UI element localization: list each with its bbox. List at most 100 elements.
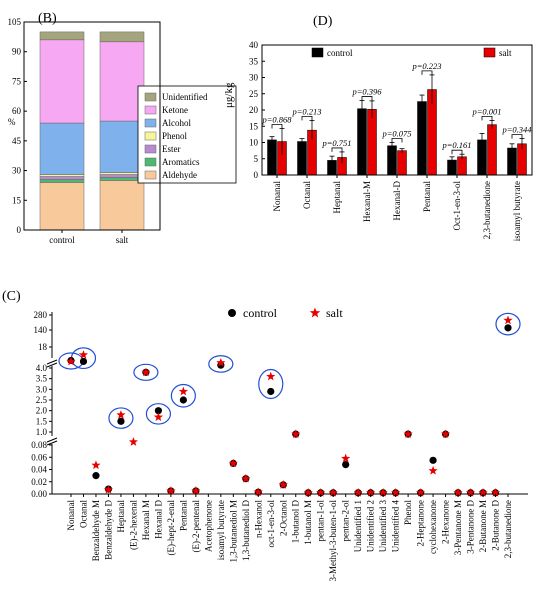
panel-c-y-tick-label: 0.08	[31, 440, 47, 450]
panel-c-axes	[46, 312, 528, 495]
panel-c-control-point	[504, 324, 512, 332]
panel-d-legend-label: salt	[499, 48, 512, 58]
panel-d-legend-swatch	[311, 47, 324, 58]
panel-c-salt-point	[503, 315, 513, 325]
panel-d-y-tick-label: 5	[254, 154, 259, 164]
panel-c-x-tick-label: 1-butanol M	[303, 500, 313, 545]
panel-c-x-tick-label: Hexanal M	[141, 500, 151, 540]
panel-b-legend-label: Unidentified	[162, 92, 208, 102]
panel-c-x-tick-label: (E)-hept-2-enal	[166, 500, 176, 556]
panel-c-salt-point	[316, 487, 326, 497]
panel-c-control-point	[267, 387, 275, 396]
panel-c-control-point	[429, 456, 437, 464]
panel-b-y-tick-label: 75	[12, 76, 22, 86]
panel-c-y-tick-label: 18	[38, 342, 48, 352]
panel-d-bar	[267, 139, 277, 176]
panel-c-x-tick-label: 3-Pentanone M	[453, 500, 463, 555]
panel-c-y-tick-label: 4.0	[36, 363, 48, 373]
panel-c-x-tick-label: oct-1-en-3-ol	[266, 500, 276, 548]
panel-c-x-tick-label: pentan-1-ol	[316, 500, 326, 542]
panel-c-x-tick-label: Unidentified 2	[366, 500, 376, 552]
panel-d-bar	[387, 145, 397, 176]
panel-d-legend-label: control	[327, 48, 353, 58]
panel-d-significance-bracket	[271, 124, 283, 129]
panel-c-highlight-ellipse	[258, 368, 284, 400]
panel-b-bar-segment	[39, 39, 85, 124]
panel-b-legend-label: Aldehyde	[162, 170, 197, 180]
panel-c-y-tick-label: 2.5	[36, 395, 48, 405]
panel-c-salt-point	[303, 487, 313, 497]
panel-c-salt-point	[366, 487, 376, 497]
panel-c-legend-control-marker	[228, 309, 236, 317]
panel-c-control-point	[117, 417, 125, 425]
panel-b-y-tick-label: 60	[12, 106, 22, 116]
panel-c-salt-point	[441, 429, 451, 439]
panel-c-x-tick-label: n-Hexanol	[253, 500, 263, 538]
panel-c-highlight-ellipse	[208, 355, 234, 373]
panel-c-highlight-ellipse	[145, 403, 171, 425]
panel-c-x-tick-label: (E)-2-hexenal	[128, 500, 138, 550]
panel-d-p-value: p=0.344	[501, 125, 532, 135]
panel-d-significance-bracket	[301, 116, 313, 121]
panel-b-bar-segment	[99, 177, 145, 181]
panel-c-x-tick-label: 2,3-butanedione	[503, 500, 513, 558]
panel-c-axis-break	[46, 440, 58, 446]
panel-c-highlight-ellipse	[133, 363, 159, 381]
panel-b-legend-swatch	[144, 144, 157, 154]
panel-b-bar-segment	[39, 176, 85, 180]
panel-c-x-tick-label: Unidentified 1	[353, 500, 363, 552]
panel-c-y-tick-label: 280	[34, 310, 48, 320]
panel-c-salt-point	[428, 465, 438, 475]
panel-c-highlight-ellipse	[495, 312, 521, 336]
panel-c-x-tick-label: 2-Butanone D	[491, 500, 501, 551]
panel-c-salt-point	[128, 437, 138, 446]
panel-b-legend-label: Alcohol	[162, 118, 191, 128]
panel-c-salt-point	[453, 487, 463, 497]
panel-c-y-tick-label: 140	[34, 325, 48, 335]
panel-c-y-tick-label: 0.06	[31, 452, 47, 462]
panel-b-legend-swatch	[144, 92, 157, 102]
panel-b-stacked-bar-chart: (B) % 0 15 30 45 60 75 90 105 control salt Unide…	[8, 11, 237, 245]
panel-b-bar-segment	[99, 120, 145, 173]
panel-d-significance-bracket	[421, 70, 433, 75]
panel-d-y-axis-label: μg/kg	[223, 82, 235, 108]
panel-c-x-tick-label: isoamyl butyrate	[216, 500, 226, 560]
panel-d-x-tick-label: Octanal	[302, 181, 312, 209]
panel-c-salt-point	[291, 429, 301, 439]
panel-c-x-tick-label: 2-Butanone M	[478, 500, 488, 552]
panel-c-x-tick-label: (E)-2-pentenal	[191, 500, 201, 553]
panel-c-salt-point	[341, 453, 351, 463]
panel-c-salt-point	[116, 410, 126, 419]
panel-b-bar-segment	[39, 122, 85, 175]
panel-b-y-tick-label: 15	[12, 195, 22, 205]
panel-c-x-tick-label: 3-Methyl-3-buten-1-ol	[328, 500, 338, 582]
panel-d-y-ticks: 0 5 10 15 20 25 30 35 40	[249, 40, 265, 180]
panel-d-y-tick-label: 10	[249, 138, 259, 148]
panel-d-label: (D)	[313, 14, 333, 29]
panel-d-legend: control salt	[311, 47, 512, 58]
panel-c-x-tick-label: Unidentified 4	[391, 500, 401, 553]
panel-b-y-tick-label: 0	[17, 225, 22, 235]
panel-d-x-tick-label: Heptanal	[332, 181, 342, 214]
panel-d-x-tick-label: Oct-1-en-3-ol	[452, 181, 462, 231]
panel-c-salt-point	[490, 487, 501, 497]
panel-b-bar-segment	[39, 179, 85, 183]
panel-b-frame	[23, 21, 161, 231]
panel-c-salt-point	[78, 350, 89, 359]
panel-c-axis-break	[46, 359, 58, 365]
panel-c-x-tick-label: Octanal	[78, 500, 88, 528]
panel-c-salt-point	[353, 487, 363, 497]
panel-d-grouped-bar-chart: (D) μg/kg 0 5 10 15 20 25 30 35 40 p=0.868p=0.21…	[223, 14, 533, 241]
panel-d-frame	[261, 44, 533, 176]
panel-c-y-tick-label: 2.0	[36, 406, 48, 416]
panel-d-y-tick-label: 40	[249, 40, 259, 50]
panel-d-y-tick-label: 35	[249, 56, 259, 66]
panel-c-salt-point	[166, 486, 176, 495]
panel-c-x-tick-label: 1,3-butanediol M	[228, 500, 238, 563]
panel-c-y-tick-label: 1.5	[36, 416, 48, 426]
panel-c-salt-point	[253, 487, 263, 497]
panel-c-legend-control-label: control	[243, 306, 278, 320]
panel-c-x-tick-label: 2-Hexanone	[441, 500, 451, 544]
panel-c-legend-salt-marker	[309, 307, 321, 318]
